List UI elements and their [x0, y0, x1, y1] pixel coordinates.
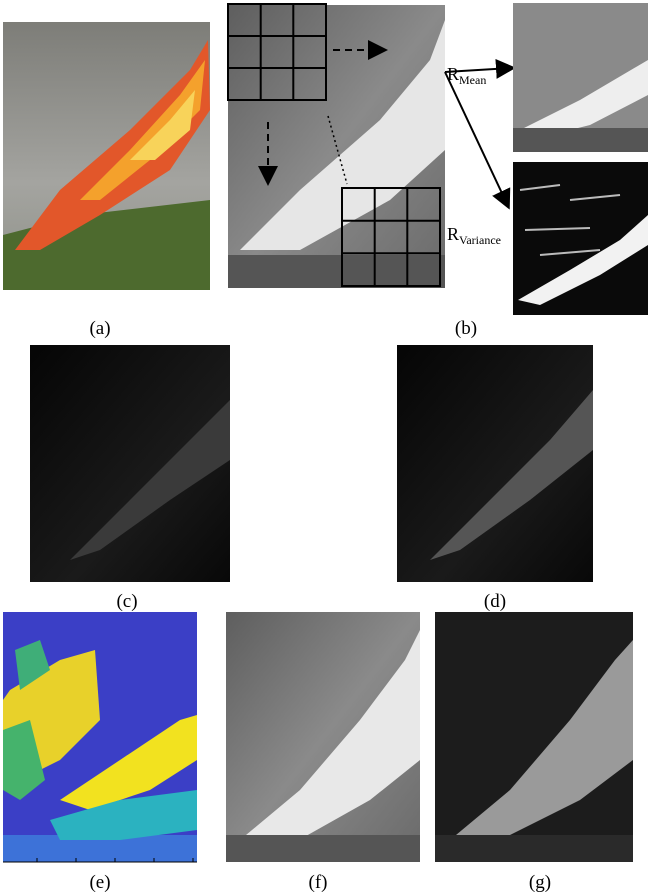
- photo-a: [3, 22, 210, 290]
- photo-c: [30, 345, 230, 582]
- photo-r-mean: [513, 3, 648, 152]
- photo-r-variance: [513, 162, 648, 315]
- photo-d: [397, 345, 593, 582]
- panel-label: (b): [455, 318, 477, 339]
- annotation: RMean: [447, 64, 486, 87]
- panel-label: (a): [89, 318, 110, 339]
- panel-label: (f): [309, 872, 328, 892]
- arrow: [444, 58, 516, 79]
- panel-label: (g): [529, 872, 551, 892]
- photo-g: [435, 612, 633, 862]
- panel-label: (d): [484, 591, 506, 612]
- arrow: [444, 71, 511, 210]
- panel-label: (c): [116, 591, 137, 612]
- annotation: RVariance: [447, 224, 501, 247]
- photo-f: [226, 612, 420, 862]
- panel-label: (e): [89, 872, 110, 892]
- photo-b: [227, 3, 445, 288]
- photo-e: [3, 612, 197, 863]
